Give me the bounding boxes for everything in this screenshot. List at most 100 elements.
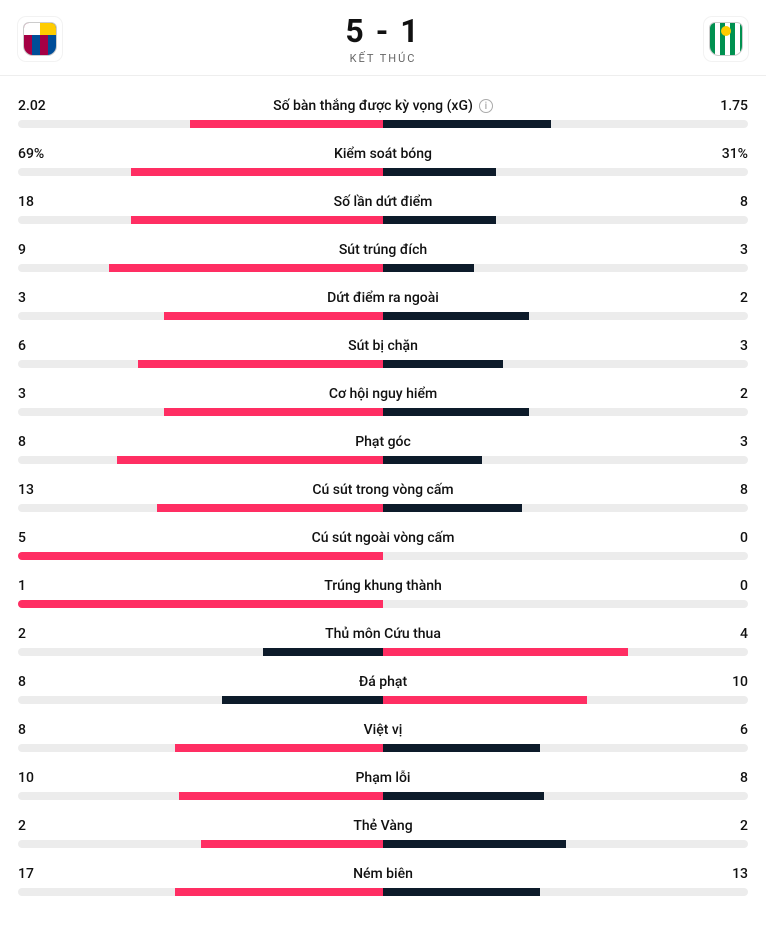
stat-home-value: 3 [18, 386, 64, 402]
stat-home-value: 6 [18, 338, 64, 354]
stat-bar-away-fill [383, 888, 540, 896]
stat-row: 17Ném biên13 [18, 866, 748, 896]
stat-home-value: 2 [18, 818, 64, 834]
stat-away-value: 10 [702, 674, 748, 690]
stat-home-value: 3 [18, 290, 64, 306]
stat-bar [18, 360, 748, 368]
stat-name-text: Cú sút trong vòng cấm [312, 482, 453, 498]
stat-away-value: 3 [702, 434, 748, 450]
stat-bar [18, 648, 748, 656]
stat-bar-away-fill [383, 168, 496, 176]
stat-bar-home-fill [222, 696, 383, 704]
stat-labels: 17Ném biên13 [18, 866, 748, 882]
stat-bar-away-fill [383, 648, 628, 656]
home-team-crest [18, 17, 62, 61]
stat-labels: 5Cú sút ngoài vòng cấm0 [18, 530, 748, 546]
stat-labels: 3 Dứt điểm ra ngoài 2 [18, 290, 748, 306]
stat-name: Cú sút ngoài vòng cấm [64, 530, 702, 546]
stat-name: Trúng khung thành [64, 578, 702, 594]
stat-bar [18, 744, 748, 752]
stat-home-value: 2.02 [18, 98, 64, 114]
stat-name: Đá phạt [64, 674, 702, 690]
stat-name-text: Thẻ Vàng [353, 818, 412, 834]
betis-crest-icon [709, 22, 743, 56]
stat-labels: 8Việt vị6 [18, 722, 748, 738]
score-block: 5 - 1 KẾT THÚC [345, 12, 420, 65]
stat-name-text: Ném biên [353, 866, 413, 882]
stat-labels: 69%Kiểm soát bóng31% [18, 146, 748, 162]
stat-name-text: Đá phạt [359, 674, 407, 690]
stat-name: Phạm lỗi [64, 770, 702, 786]
stat-bar-away-fill [383, 696, 587, 704]
stat-away-value: 13 [702, 866, 748, 882]
stat-bar-away-fill [383, 264, 474, 272]
stat-name-text: Kiểm soát bóng [334, 146, 432, 162]
stat-labels: 9Sút trúng đích3 [18, 242, 748, 258]
stat-home-value: 5 [18, 530, 64, 546]
stat-bar-away-fill [383, 744, 540, 752]
stat-labels: 2.02Số bàn thắng được kỳ vọng (xG)i1.75 [18, 98, 748, 114]
stat-row: 8Việt vị6 [18, 722, 748, 752]
stat-home-value: 2 [18, 626, 64, 642]
stat-away-value: 4 [702, 626, 748, 642]
stat-away-value: 8 [702, 194, 748, 210]
stat-bar-away-fill [383, 312, 529, 320]
stat-bar [18, 504, 748, 512]
stat-bar-away-fill [383, 504, 522, 512]
stat-labels: 8Đá phạt10 [18, 674, 748, 690]
stat-bar [18, 312, 748, 320]
match-header: 5 - 1 KẾT THÚC [0, 0, 766, 76]
info-icon[interactable]: i [479, 99, 493, 113]
stat-row: 69%Kiểm soát bóng31% [18, 146, 748, 176]
stat-bar-home-fill [138, 360, 383, 368]
stat-name-text: Sút trúng đích [339, 242, 427, 258]
away-team-crest [704, 17, 748, 61]
stat-name-text: Sút bị chặn [348, 338, 418, 354]
stat-labels: 2 Thủ môn Cứu thua 4 [18, 626, 748, 642]
stat-name: Thẻ Vàng [64, 818, 702, 834]
stat-name: Kiểm soát bóng [64, 146, 702, 162]
stat-home-value: 9 [18, 242, 64, 258]
stat-name: Số lần dứt điểm [64, 194, 702, 210]
stat-name: Số bàn thắng được kỳ vọng (xG)i [64, 98, 702, 114]
stat-bar [18, 552, 748, 560]
stat-away-value: 1.75 [702, 98, 748, 114]
stat-row: 2.02Số bàn thắng được kỳ vọng (xG)i1.75 [18, 98, 748, 128]
stat-row: 8Phạt góc3 [18, 434, 748, 464]
stat-labels: 8Phạt góc3 [18, 434, 748, 450]
stat-bar [18, 792, 748, 800]
stat-name-text: Việt vị [364, 722, 403, 738]
stat-away-value: 8 [702, 482, 748, 498]
match-status: KẾT THÚC [345, 52, 420, 65]
stat-row: 8Đá phạt10 [18, 674, 748, 704]
stat-name-text: Thủ môn Cứu thua [325, 626, 441, 642]
stat-away-value: 2 [702, 290, 748, 306]
stat-bar-home-fill [18, 552, 383, 560]
stat-name: Phạt góc [64, 434, 702, 450]
stat-bar [18, 120, 748, 128]
stat-home-value: 18 [18, 194, 64, 210]
stat-labels: 2Thẻ Vàng2 [18, 818, 748, 834]
stat-home-value: 13 [18, 482, 64, 498]
stat-row: 6Sút bị chặn3 [18, 338, 748, 368]
stat-bar [18, 264, 748, 272]
stat-bar-away-fill [383, 456, 482, 464]
stat-row: 2 Thủ môn Cứu thua 4 [18, 626, 748, 656]
stat-bar [18, 840, 748, 848]
stat-bar-away-fill [383, 360, 503, 368]
stats-list: 2.02Số bàn thắng được kỳ vọng (xG)i1.75 6… [0, 76, 766, 914]
stat-name: Sút trúng đích [64, 242, 702, 258]
score: 5 - 1 [345, 12, 420, 50]
stat-bar-home-fill [201, 840, 384, 848]
stat-bar-home-fill [190, 120, 383, 128]
stat-bar-home-fill [117, 456, 383, 464]
stat-bar-home-fill [131, 168, 383, 176]
stat-row: 5Cú sút ngoài vòng cấm0 [18, 530, 748, 560]
stat-name-text: Cú sút ngoài vòng cấm [312, 530, 455, 546]
stat-bar [18, 168, 748, 176]
stat-name-text: Dứt điểm ra ngoài [327, 290, 439, 306]
stat-bar-home-fill [157, 504, 383, 512]
stat-bar-home-fill [179, 792, 383, 800]
stat-row: 2Thẻ Vàng2 [18, 818, 748, 848]
stat-away-value: 31% [702, 146, 748, 162]
